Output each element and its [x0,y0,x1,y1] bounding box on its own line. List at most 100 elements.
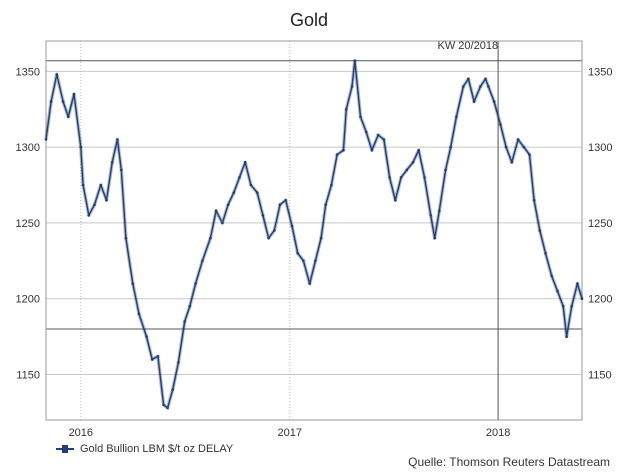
data-point [296,251,300,255]
data-point [278,203,282,206]
y-tick-label-left: 1350 [16,66,40,78]
data-point [137,312,141,316]
data-point [399,176,403,179]
x-tick-label: 2018 [486,427,510,439]
series-layer [44,58,584,410]
data-point [472,100,476,103]
data-point [580,297,584,301]
data-point [411,161,415,164]
data-point [261,214,265,217]
data-point [492,100,496,103]
legend-label: Gold Bullion LBM $/t oz DELAY [80,443,234,455]
data-point [156,355,160,358]
data-point [556,289,559,293]
data-point [550,274,553,278]
data-point [499,123,502,126]
data-point [444,168,447,172]
data-point [79,145,83,149]
data-point [284,198,288,202]
data-point [565,335,568,338]
y-tick-label-left: 1300 [16,142,40,154]
data-point [388,176,391,179]
y-tick-label-right: 1200 [588,294,612,306]
data-point [87,214,91,217]
data-point [417,148,421,152]
data-point [319,236,323,240]
data-point [345,107,348,111]
data-point [433,236,437,240]
data-point [510,161,514,164]
data-point [67,115,70,119]
data-point [376,133,380,137]
data-point [61,100,65,103]
data-point [561,305,565,308]
data-point [350,85,354,88]
data-point [249,183,253,187]
reference-line-label: KW 20/2018 [438,40,499,52]
data-point [201,259,204,263]
data-point [99,183,103,187]
data-point [314,259,317,263]
data-point [214,209,218,213]
data-point [166,406,169,410]
data-point [528,153,531,156]
data-point [131,282,135,285]
data-point [405,168,409,172]
data-point [226,203,230,206]
y-tick-label-right: 1300 [588,142,612,154]
data-point [55,73,59,76]
data-point [532,198,536,202]
data-point [449,145,453,149]
data-point [81,183,85,187]
data-point [484,77,487,81]
data-point [576,282,579,285]
data-point [120,168,123,172]
data-point [522,145,526,149]
data-point [177,361,180,364]
data-point [438,209,441,213]
data-point [423,176,426,179]
x-tick-label: 2016 [69,427,93,439]
data-point [504,145,508,149]
data-point [105,198,108,202]
legend-line-icon [56,445,74,453]
plot-frame [45,40,583,421]
data-point [183,320,186,323]
data-point [538,229,542,232]
data-point [516,138,520,141]
source-note: Quelle: Thomson Reuters Datastream [408,455,610,469]
data-point [308,282,312,285]
data-point [455,115,458,119]
data-point [145,335,148,338]
y-tick-label-left: 1200 [16,294,40,306]
data-point [188,305,192,308]
data-point [72,92,76,96]
data-point [429,214,433,217]
data-point [353,59,357,62]
data-point [267,236,270,240]
data-point [324,203,328,206]
data-point [243,161,247,164]
data-point [150,358,154,361]
data-point [273,229,276,232]
data-point [382,138,386,141]
data-point [194,282,197,285]
data-point [124,236,128,240]
data-point [370,148,374,152]
data-point [487,85,490,88]
data-point [570,305,573,308]
reference-lines [46,41,582,420]
data-point [49,100,53,103]
data-point [335,153,339,156]
y-tick-label-right: 1150 [588,370,612,382]
data-point [544,251,547,255]
series-band [44,58,584,410]
x-tick-label: 2017 [277,427,301,439]
data-point [364,130,368,134]
data-point [110,161,114,164]
data-point [342,148,345,152]
data-point [302,259,305,263]
data-point [93,203,96,206]
data-point [330,183,333,187]
